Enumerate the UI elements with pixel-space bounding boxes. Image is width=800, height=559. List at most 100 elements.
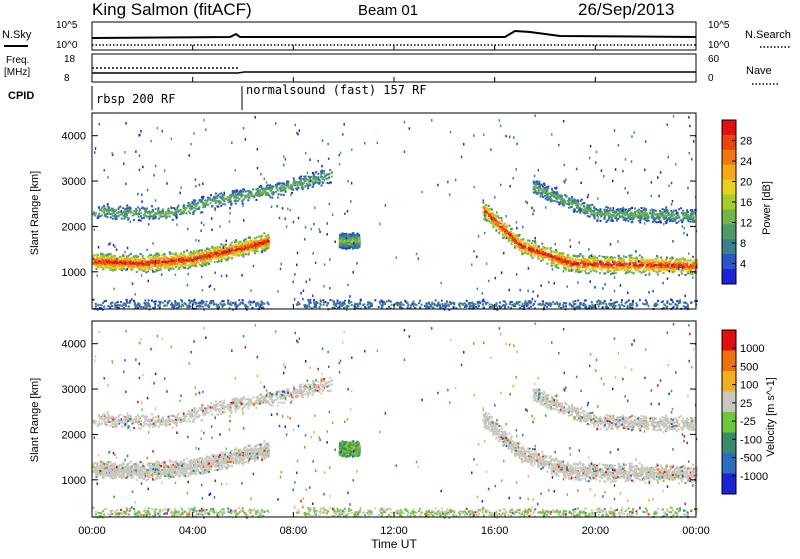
power-pixel: [319, 179, 322, 182]
power-pixel: [107, 254, 110, 257]
power-pixel: [546, 262, 549, 265]
power-pixel: [114, 260, 117, 263]
power-pixel: [339, 244, 342, 247]
power-pixel: [656, 263, 659, 266]
beam-title: Beam 01: [358, 2, 418, 19]
power-pixel: [626, 269, 629, 272]
power-pixel: [509, 239, 512, 242]
power-pixel: [489, 207, 492, 210]
power-pixel: [183, 204, 186, 207]
power-pixel: [138, 260, 141, 263]
power-pixel: [623, 265, 626, 268]
power-pixel: [238, 244, 241, 247]
power-pixel: [347, 242, 350, 245]
power-pixel: [245, 244, 248, 247]
power-pixel: [528, 243, 531, 246]
power-pixel: [550, 255, 553, 258]
power-pixel: [98, 206, 101, 209]
power-pixel: [118, 210, 121, 213]
power-pixel: [164, 260, 167, 263]
power-pixel: [559, 259, 562, 262]
power-pixel: [557, 266, 560, 269]
power-pixel: [502, 229, 505, 232]
power-pixel: [294, 181, 297, 184]
power-pixel: [126, 261, 129, 264]
power-pixel: [341, 238, 344, 241]
power-pixel: [195, 202, 198, 205]
power-pixel: [576, 255, 579, 258]
power-pixel: [585, 264, 588, 267]
power-pixel: [214, 192, 217, 195]
power-pixel: [176, 263, 179, 266]
power-pixel: [562, 266, 565, 269]
power-pixel: [316, 181, 319, 184]
power-pixel: [138, 262, 141, 265]
power-pixel: [627, 219, 630, 222]
power-pixel: [519, 241, 522, 244]
power-pixel: [507, 240, 510, 243]
power-pixel: [633, 263, 636, 266]
power-pixel: [134, 263, 137, 266]
power-pixel: [320, 169, 323, 172]
power-pixel: [603, 258, 606, 261]
power-pixel: [541, 258, 544, 261]
power-pixel: [523, 247, 526, 250]
power-pixel: [349, 246, 352, 249]
power-pixel: [121, 269, 124, 272]
power-pixel: [299, 182, 302, 185]
power-pixel: [537, 251, 540, 254]
power-pixel: [239, 190, 242, 193]
power-pixel: [673, 261, 676, 264]
power-pixel: [121, 267, 124, 270]
power-pixel: [167, 213, 170, 216]
power-pixel: [165, 217, 168, 220]
power-pixel: [655, 221, 658, 224]
power-pixel: [534, 245, 537, 248]
power-pixel: [665, 206, 668, 209]
power-pixel: [257, 239, 260, 242]
power-pixel: [345, 233, 348, 236]
power-pixel: [140, 265, 143, 268]
power-pixel: [226, 199, 229, 202]
power-pixel: [574, 260, 577, 263]
power-pixel: [489, 216, 492, 219]
power-pixel: [348, 235, 351, 238]
power-pixel: [174, 263, 177, 266]
power-pixel: [647, 219, 650, 222]
power-pixel: [192, 211, 195, 214]
power-pixel: [526, 239, 529, 242]
power-pixel: [504, 224, 507, 227]
power-pixel: [692, 259, 695, 262]
power-pixel: [564, 261, 567, 264]
power-pixel: [136, 258, 139, 261]
power-pixel: [260, 239, 263, 242]
power-pixel: [305, 178, 308, 181]
freq-unit-label: [MHz]: [4, 67, 30, 78]
power-pixel: [186, 255, 189, 258]
power-pixel: [161, 260, 164, 263]
power-pixel: [358, 241, 361, 244]
power-pixel: [165, 262, 168, 265]
power-pixel: [204, 205, 207, 208]
power-pixel: [355, 239, 358, 242]
power-pixel: [498, 232, 501, 235]
power-pixel: [316, 178, 319, 181]
power-pixel: [233, 253, 236, 256]
power-pixel: [198, 199, 201, 202]
power-pixel: [235, 248, 238, 251]
power-pixel: [132, 264, 135, 267]
power-pixel: [566, 253, 569, 256]
power-pixel: [118, 255, 121, 258]
power-pixel: [154, 255, 157, 258]
power-pixel: [93, 258, 96, 261]
power-pixel: [105, 257, 108, 260]
power-pixel: [204, 199, 207, 202]
power-pixel: [131, 268, 134, 271]
power-pixel: [160, 210, 163, 213]
power-pixel: [238, 193, 241, 196]
power-pixel: [241, 194, 244, 197]
power-pixel: [256, 244, 259, 247]
power-pixel: [268, 188, 271, 191]
power-pixel: [113, 215, 116, 218]
power-pixel: [195, 261, 198, 264]
